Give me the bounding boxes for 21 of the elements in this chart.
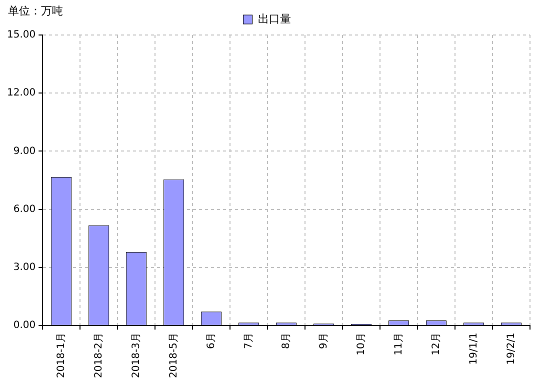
x-tick-label: 12月 [430,332,442,356]
x-tick-label: 6月 [206,332,217,349]
x-tick-label: 9月 [318,332,330,349]
x-tick-label: 11月 [393,332,404,356]
y-tick-label: 3.00 [13,262,36,274]
y-tick-label: 15.00 [6,30,36,41]
x-tick-label: 19/2/1 [506,332,517,365]
y-tick-label: 12.00 [6,88,36,99]
x-tick-label: 19/1/1 [468,332,480,365]
x-tick-label: 2018-1月 [56,332,67,378]
x-tick-label: 10月 [356,332,367,356]
text: 单位：万吨 [8,4,63,18]
x-tick-label: 8月 [280,332,292,349]
x-tick-label: 2018-2月 [93,332,104,378]
y-tick-label: 6.00 [13,204,36,215]
x-tick-label: 2018-3月 [130,332,142,378]
y-tick-label: 0.00 [13,320,36,332]
x-tick-label: 7月 [243,332,254,349]
y-tick-label: 9.00 [13,146,36,157]
x-tick-label: 2018-5月 [168,332,180,378]
legend-label: 出口量 [258,12,291,26]
